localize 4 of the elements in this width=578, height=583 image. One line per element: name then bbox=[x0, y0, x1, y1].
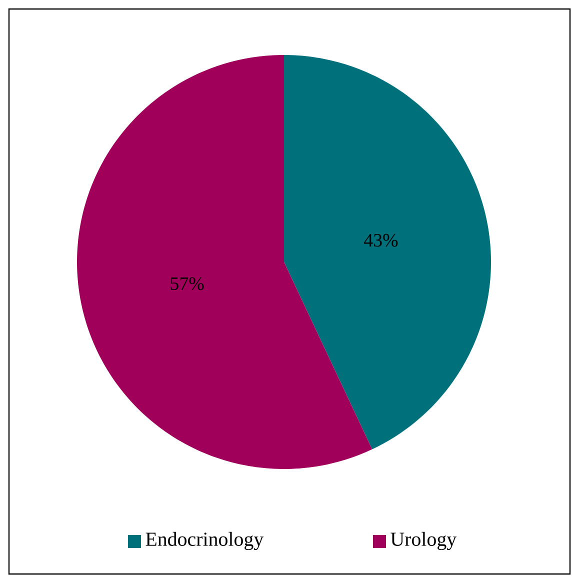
data-label: 57% bbox=[170, 277, 204, 290]
data-label: 43% bbox=[364, 234, 398, 247]
legend-label: Endocrinology bbox=[146, 532, 264, 550]
legend-label: Urology bbox=[390, 532, 457, 550]
